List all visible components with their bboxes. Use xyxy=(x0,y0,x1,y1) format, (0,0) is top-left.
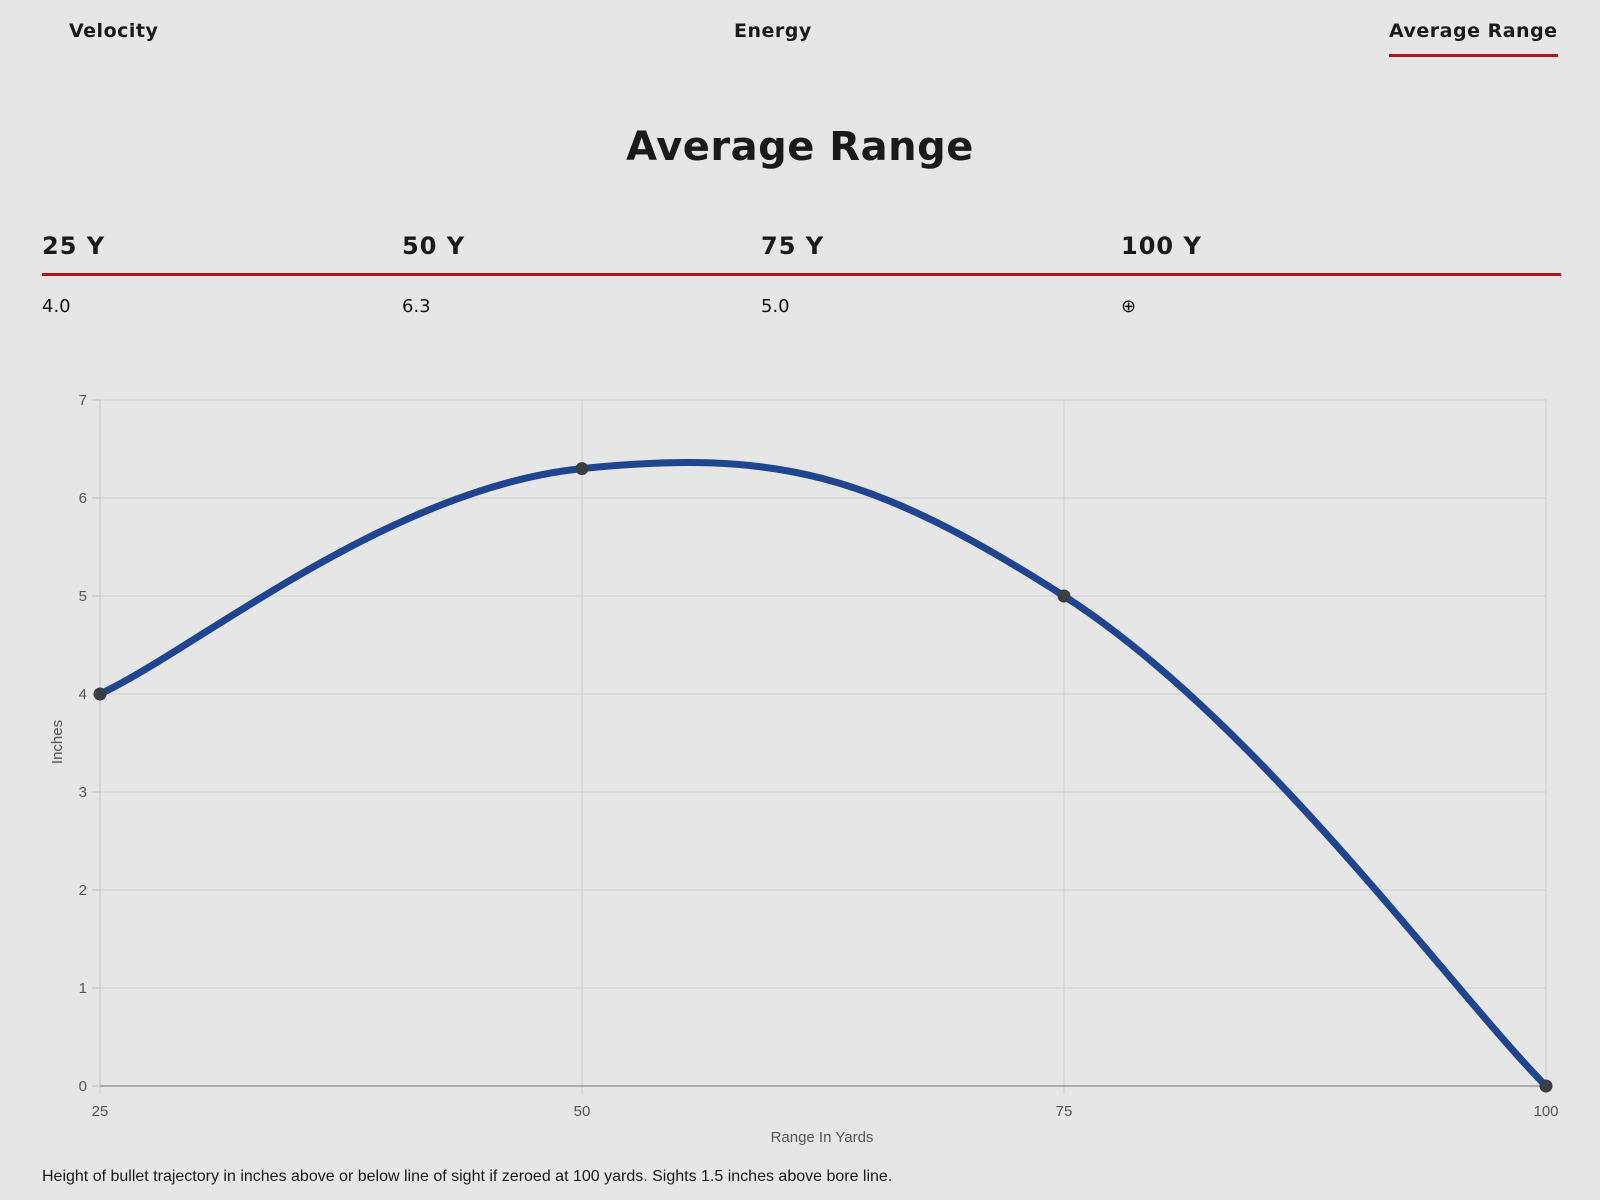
range-header-25: 25 Y xyxy=(42,232,106,260)
y-tick-label: 6 xyxy=(79,490,87,507)
y-tick-label: 2 xyxy=(79,882,87,899)
range-value-50: 6.3 xyxy=(402,296,431,317)
chart-axes xyxy=(99,400,1546,1087)
x-tick-label: 50 xyxy=(574,1103,591,1120)
x-tick-label: 100 xyxy=(1533,1103,1558,1120)
tab-energy[interactable]: Energy xyxy=(734,20,812,42)
tab-average-range[interactable]: Average Range xyxy=(1389,20,1558,57)
chart-grid xyxy=(92,399,1547,1094)
range-header-100: 100 Y xyxy=(1121,232,1202,260)
y-tick-label: 3 xyxy=(79,784,87,801)
y-tick-label: 5 xyxy=(79,588,87,605)
data-point xyxy=(575,462,589,476)
footnote: Height of bullet trajectory in inches ab… xyxy=(42,1168,893,1185)
range-header-75: 75 Y xyxy=(761,232,825,260)
range-value-25: 4.0 xyxy=(42,296,71,317)
chart-series xyxy=(96,459,1550,1090)
y-axis-title: Inches xyxy=(49,720,66,764)
y-tick-label: 4 xyxy=(79,686,87,703)
x-tick-label: 25 xyxy=(92,1103,109,1120)
chart-tick-labels: 0 1 2 3 4 5 6 7 25 50 75 100 xyxy=(79,392,1559,1120)
trajectory-chart: 0 1 2 3 4 5 6 7 25 50 75 100 Range In Yards Inches xyxy=(49,392,1559,1146)
data-point xyxy=(1057,589,1071,603)
page-title: Average Range xyxy=(626,124,974,170)
tab-velocity[interactable]: Velocity xyxy=(69,20,159,42)
range-value-75: 5.0 xyxy=(761,296,790,317)
range-header-50: 50 Y xyxy=(402,232,466,260)
range-divider xyxy=(42,273,1561,276)
zero-crosshair-icon: ⊕ xyxy=(1121,296,1137,317)
y-tick-label: 0 xyxy=(79,1078,87,1095)
x-tick-label: 75 xyxy=(1056,1103,1073,1120)
data-point xyxy=(1539,1079,1553,1093)
y-tick-label: 7 xyxy=(79,392,87,409)
data-point xyxy=(93,687,107,701)
trajectory-line xyxy=(96,459,1550,1090)
y-tick-label: 1 xyxy=(79,980,87,997)
x-axis-title: Range In Yards xyxy=(771,1129,874,1146)
chart-points xyxy=(93,462,1553,1093)
